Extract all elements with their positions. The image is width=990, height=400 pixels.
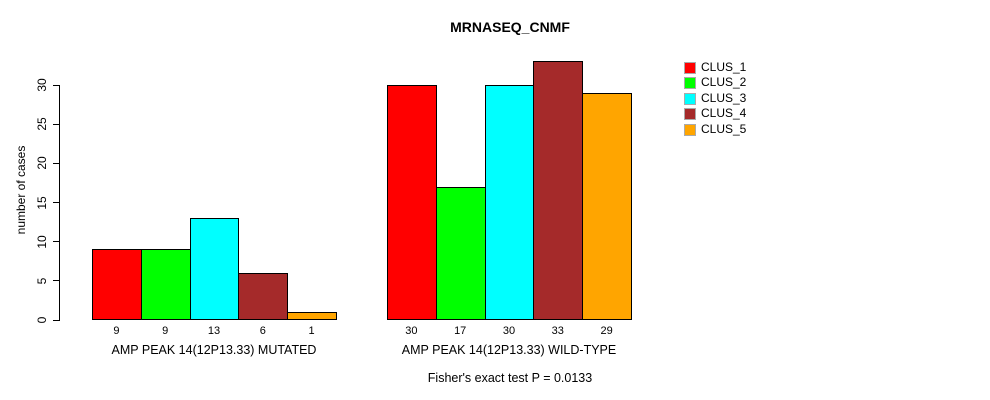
chart-title: MRNASEQ_CNMF [450, 19, 570, 35]
bar-value-label: 6 [259, 325, 266, 337]
y-axis-tick-label: 0 [35, 316, 49, 324]
legend-swatch-clus_3 [684, 92, 696, 105]
legend-swatch-clus_4 [684, 108, 696, 121]
bar-value-label: 17 [454, 325, 467, 337]
bar-value-label: 30 [405, 325, 418, 337]
legend-label-clus_1: CLUS_1 [701, 60, 747, 74]
bar-clus_2-wildtype [435, 187, 486, 320]
x-category-label: AMP PEAK 14(12P13.33) MUTATED [111, 343, 317, 357]
y-axis-tick-label: 10 [35, 234, 49, 249]
y-axis-tick-label: 30 [35, 78, 49, 92]
bar-clus_1-wildtype [387, 85, 437, 320]
y-axis-tick [53, 319, 60, 321]
bar-clus_3-wildtype [484, 85, 535, 320]
y-axis-tick [53, 162, 60, 164]
y-axis-tick [53, 280, 60, 282]
y-axis-line [59, 85, 60, 321]
legend-label-clus_4: CLUS_4 [701, 106, 747, 121]
y-axis-tick-label: 5 [35, 277, 49, 285]
bar-value-label: 1 [308, 325, 315, 337]
y-axis-tick [53, 241, 60, 243]
y-axis-label: number of cases [14, 145, 28, 235]
bar-clus_3-mutated [189, 218, 240, 320]
bar-clus_5-wildtype [582, 93, 632, 320]
y-axis-tick [53, 202, 60, 203]
y-axis-tick [53, 123, 60, 125]
x-category-label: AMP PEAK 14(12P13.33) WILD-TYPE [401, 343, 617, 357]
bar-clus_4-mutated [238, 273, 289, 320]
bar-clus_2-mutated [140, 249, 191, 320]
bar-clus_1-mutated [92, 249, 142, 320]
legend-swatch-clus_1 [684, 62, 696, 74]
legend-label-clus_5: CLUS_5 [701, 121, 747, 136]
bar-value-label: 9 [162, 325, 169, 337]
bar-value-label: 29 [600, 325, 613, 337]
y-axis-tick-label: 15 [35, 195, 49, 210]
bar-value-label: 33 [551, 325, 564, 337]
y-axis-tick-label: 25 [35, 117, 49, 131]
bar-value-label: 9 [113, 325, 120, 337]
bar-value-label: 13 [207, 325, 221, 337]
annotation-text: Fisher's exact test P = 0.0133 [427, 371, 593, 385]
y-axis-tick [53, 84, 60, 86]
legend-label-clus_3: CLUS_3 [701, 90, 747, 105]
legend-swatch-clus_2 [684, 77, 696, 90]
y-axis-tick-label: 20 [35, 156, 49, 171]
bar-value-label: 30 [502, 325, 516, 337]
bar-clus_5-mutated [287, 312, 337, 320]
legend-swatch-clus_5 [684, 123, 696, 136]
legend-label-clus_2: CLUS_2 [701, 75, 747, 90]
bar-clus_4-wildtype [533, 61, 584, 320]
